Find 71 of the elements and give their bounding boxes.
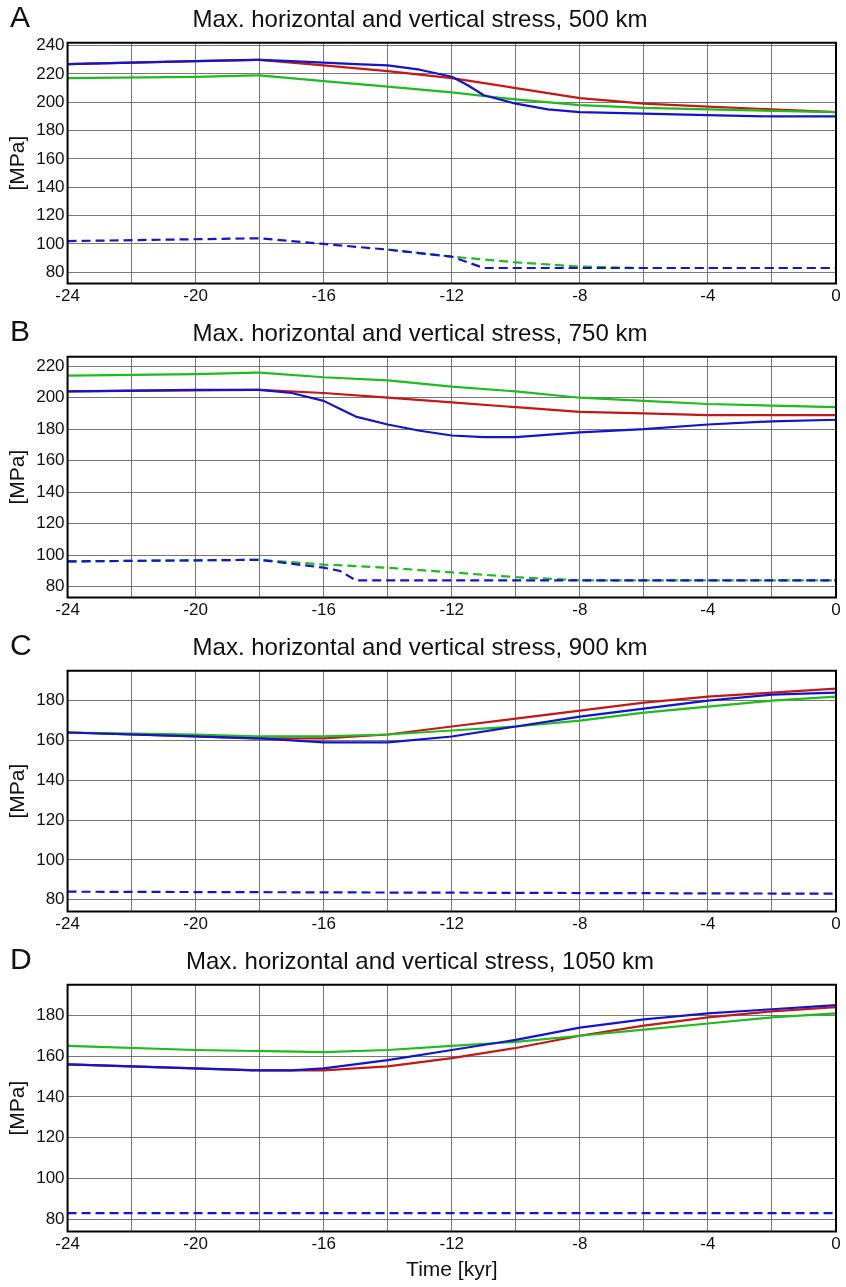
- y-tick-label: 240: [36, 35, 65, 55]
- y-tick-label: 180: [36, 418, 65, 438]
- x-tick-label: 0: [831, 1234, 841, 1254]
- x-tick-label: -16: [311, 1234, 336, 1254]
- chart-title: Max. horizontal and vertical stress, 1050 km: [185, 947, 655, 975]
- y-tick-label: 100: [36, 233, 65, 253]
- x-tick-label: -24: [55, 914, 80, 934]
- x-tick-label: -4: [700, 1234, 716, 1254]
- y-tick-label: 140: [36, 1086, 65, 1106]
- x-tick-label: -8: [572, 286, 588, 306]
- y-tick-label: 100: [36, 1168, 65, 1188]
- y-tick-label: 180: [36, 690, 65, 710]
- text: C: [10, 628, 32, 662]
- x-tick-label: -24: [55, 600, 80, 620]
- text: A: [10, 0, 31, 34]
- y-tick-label: 120: [36, 1127, 65, 1147]
- x-tick-label: -24: [55, 1234, 80, 1254]
- y-axis-title: [MPa]: [5, 1080, 29, 1136]
- y-tick-label: 140: [36, 481, 65, 501]
- y-axis-title: [MPa]: [5, 135, 29, 191]
- x-tick-label: -12: [439, 914, 465, 934]
- x-tick-label: -4: [700, 914, 716, 934]
- y-axis-title: [MPa]: [5, 763, 29, 819]
- y-tick-label: 180: [36, 1005, 65, 1025]
- y-tick-label: 180: [36, 120, 65, 140]
- y-tick-label: 80: [45, 889, 65, 909]
- x-tick-label: -4: [700, 600, 716, 620]
- x-tick-label: -20: [183, 286, 208, 306]
- x-tick-label: -12: [439, 286, 465, 306]
- text: D: [10, 942, 32, 976]
- y-tick-label: 100: [36, 544, 65, 564]
- x-tick-label: -4: [700, 286, 716, 306]
- x-tick-label: -8: [572, 914, 588, 934]
- x-tick-label: 0: [831, 286, 841, 306]
- chart-title: Max. horizontal and vertical stress, 750 km: [192, 319, 648, 347]
- y-axis-title: [MPa]: [5, 449, 29, 505]
- y-tick-label: 220: [36, 63, 65, 83]
- y-tick-label: 160: [36, 730, 65, 750]
- y-tick-label: 200: [36, 91, 65, 111]
- y-tick-label: 120: [36, 513, 65, 533]
- y-tick-label: 140: [36, 176, 65, 196]
- x-tick-label: 0: [831, 600, 841, 620]
- x-axis-title: Time [kyr]: [406, 1257, 498, 1281]
- text: B: [10, 314, 31, 348]
- chart-title: Max. horizontal and vertical stress, 900 km: [192, 633, 648, 661]
- y-tick-label: 120: [36, 205, 65, 225]
- x-tick-label: 0: [831, 914, 841, 934]
- y-tick-label: 160: [36, 1045, 65, 1065]
- x-tick-label: -20: [183, 1234, 208, 1254]
- y-tick-label: 100: [36, 849, 65, 869]
- x-tick-label: -16: [311, 600, 336, 620]
- x-tick-label: -16: [311, 286, 336, 306]
- x-tick-label: -20: [183, 914, 208, 934]
- x-tick-label: -8: [572, 1234, 588, 1254]
- x-tick-label: -16: [311, 914, 336, 934]
- y-tick-label: 80: [45, 576, 65, 596]
- y-tick-label: 80: [45, 1208, 65, 1228]
- x-tick-label: -12: [439, 600, 465, 620]
- x-tick-label: -8: [572, 600, 588, 620]
- y-tick-label: 160: [36, 148, 65, 168]
- y-tick-label: 220: [36, 355, 65, 375]
- y-tick-label: 200: [36, 387, 65, 407]
- y-tick-label: 120: [36, 809, 65, 829]
- x-tick-label: -20: [183, 600, 208, 620]
- chart-title: Max. horizontal and vertical stress, 500 km: [192, 5, 648, 33]
- line-series: [67, 558, 836, 582]
- y-tick-label: 160: [36, 450, 65, 470]
- y-tick-label: 80: [45, 261, 65, 281]
- x-tick-label: -24: [55, 286, 80, 306]
- y-tick-label: 140: [36, 769, 65, 789]
- x-tick-label: -12: [439, 1234, 465, 1254]
